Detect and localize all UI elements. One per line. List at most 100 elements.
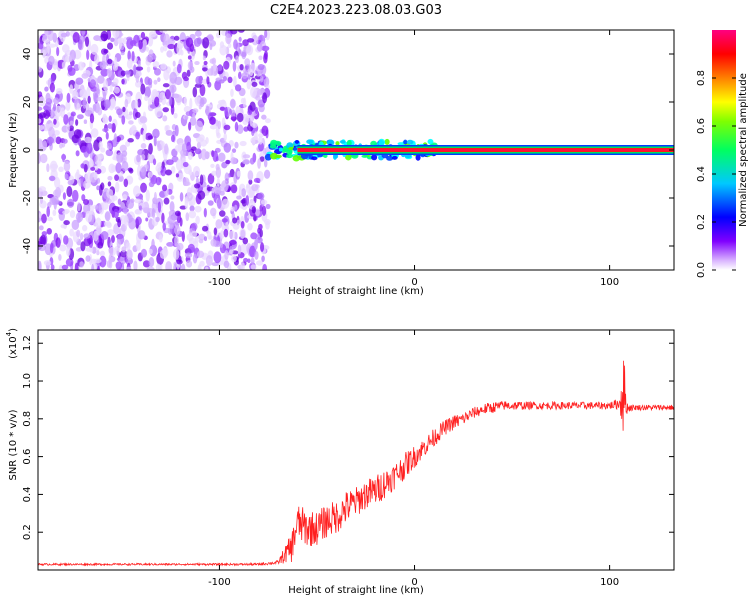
x-tick-label: -100 [208,577,231,588]
heatmap-cell [159,30,168,33]
heatmap-cell [199,84,206,97]
heatmap-cell [239,63,244,71]
heatmap-cell [199,97,205,108]
heatmap-cell [105,132,109,140]
heatmap-cell [139,116,148,124]
heatmap-cell [46,163,50,173]
heatmap-cell [247,109,253,116]
heatmap-cell [384,138,390,146]
heatmap-cell [116,108,123,116]
heatmap-cell [152,61,160,68]
heatmap-cell [242,237,249,245]
heatmap-cell [194,96,202,105]
colorbar-tick-label: 0.6 [696,118,707,134]
heatmap-cell [162,44,168,52]
heatmap-cell [225,221,229,232]
heatmap-cell [194,205,202,213]
heatmap-cell [97,107,103,116]
snr-x-label: Height of straight line (km) [288,585,424,596]
heatmap-cell [147,171,153,178]
heatmap-cell [133,64,137,76]
heatmap-cell [182,181,191,187]
heatmap-cell [225,159,231,165]
heatmap-cell [134,80,142,88]
heatmap-cell [124,70,132,75]
heatmap-cell [228,230,236,240]
y-tick-label: 1.2 [22,335,33,351]
heatmap-cell [106,42,114,50]
heatmap-cell [244,64,250,70]
heatmap-cell [66,185,73,198]
heatmap-cell [241,113,250,126]
heatmap-cell [253,177,261,183]
heatmap-cell [42,34,48,40]
heatmap-cell [77,61,85,71]
heatmap-cell [195,215,200,225]
heatmap-cell [216,197,222,209]
heatmap-cell [116,239,121,249]
heatmap-cell [185,212,190,222]
heatmap-cell [134,198,142,204]
heatmap-cell [261,205,267,216]
heatmap-cell [103,49,109,54]
heatmap-cell [234,84,242,92]
heatmap-cell [55,237,61,248]
heatmap-cell [153,191,157,204]
heatmap-cell [71,90,79,100]
spectrogram-heatmap [38,30,674,270]
heatmap-cell [155,216,160,223]
heatmap-cell [155,176,162,186]
heatmap-cell [233,39,238,50]
heatmap-cell [216,132,221,139]
heatmap-cell [152,91,160,97]
heatmap-cell [48,43,56,48]
heatmap-cell [108,115,112,122]
heatmap-cell [65,100,71,112]
heatmap-cell [173,35,180,41]
heatmap-cell [278,147,283,152]
heatmap-cell [234,204,238,211]
heatmap-cell [397,142,405,146]
heatmap-cell [188,121,192,131]
heatmap-cell [223,228,229,238]
heatmap-cell [79,261,84,268]
heatmap-cell [183,76,189,82]
heatmap-cell [245,195,250,206]
heatmap-cell [175,94,183,103]
heatmap-cell [38,186,47,192]
heatmap-cell [211,187,215,194]
heatmap-cell [339,140,346,144]
heatmap-cell [187,55,192,60]
heatmap-cell [251,122,258,129]
heatmap-cell [56,46,60,57]
heatmap-cell [199,174,204,186]
heatmap-cell [52,209,57,216]
heatmap-cell [230,30,238,35]
heatmap-cell [254,250,259,260]
heatmap-cell [95,203,103,211]
heatmap-cell [115,162,122,174]
heatmap-cell [176,63,182,74]
spectrogram-y-axis: -40 -20 0 20 40 [22,48,674,254]
heatmap-cell [113,36,119,47]
heatmap-cell [262,263,268,270]
heatmap-cell [93,230,99,242]
heatmap-cell [206,76,210,85]
heatmap-cell [172,248,180,260]
heatmap-cell [79,232,84,241]
heatmap-cell [120,224,127,232]
heatmap-cell [65,31,70,37]
heatmap-cell [67,180,74,186]
heatmap-cell [106,229,115,236]
heatmap-cell [261,114,267,120]
heatmap-cell [236,112,244,123]
heatmap-cell [84,136,92,144]
heatmap-cell [406,139,414,145]
heatmap-cell [193,37,202,48]
heatmap-cell [213,184,222,195]
heatmap-cell [80,163,85,169]
heatmap-cell [219,210,226,217]
colorbar-tick-label: 0.8 [696,70,707,86]
heatmap-cell [189,66,195,73]
heatmap-cell [179,217,183,227]
